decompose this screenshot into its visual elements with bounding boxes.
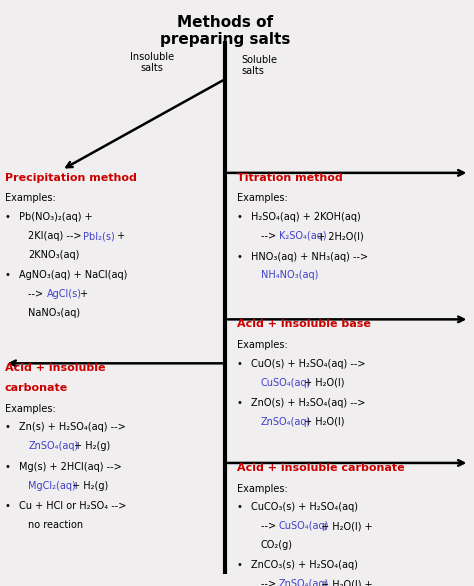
Text: •: • <box>5 462 10 472</box>
Text: Titration method: Titration method <box>237 173 343 183</box>
Text: +: + <box>77 289 88 299</box>
Text: -->: --> <box>28 289 47 299</box>
Text: NaNO₃(aq): NaNO₃(aq) <box>28 308 81 318</box>
Text: ZnCO₃(s) + H₂SO₄(aq): ZnCO₃(s) + H₂SO₄(aq) <box>251 560 358 570</box>
Text: + H₂O(l) +: + H₂O(l) + <box>318 521 372 531</box>
Text: Acid + insoluble: Acid + insoluble <box>5 363 105 373</box>
Text: •: • <box>237 502 243 512</box>
Text: no reaction: no reaction <box>28 520 83 530</box>
Text: CuCO₃(s) + H₂SO₄(aq): CuCO₃(s) + H₂SO₄(aq) <box>251 502 358 512</box>
Text: •: • <box>5 423 10 432</box>
Text: ZnO(s) + H₂SO₄(aq) -->: ZnO(s) + H₂SO₄(aq) --> <box>251 398 365 408</box>
Text: ZnSO₄(aq): ZnSO₄(aq) <box>261 417 311 427</box>
Text: ZnSO₄(aq): ZnSO₄(aq) <box>279 579 329 586</box>
Text: + H₂(g): + H₂(g) <box>69 481 108 490</box>
Text: Examples:: Examples: <box>237 193 288 203</box>
Text: CuO(s) + H₂SO₄(aq) -->: CuO(s) + H₂SO₄(aq) --> <box>251 359 366 369</box>
Text: CuSO₄(aq): CuSO₄(aq) <box>279 521 329 531</box>
Text: Examples:: Examples: <box>237 483 288 493</box>
Text: Examples:: Examples: <box>237 340 288 350</box>
Text: -->: --> <box>261 579 279 586</box>
Text: •: • <box>237 398 243 408</box>
Text: 2KNO₃(aq): 2KNO₃(aq) <box>28 250 80 260</box>
Text: Zn(s) + H₂SO₄(aq) -->: Zn(s) + H₂SO₄(aq) --> <box>19 423 126 432</box>
Text: Acid + insoluble base: Acid + insoluble base <box>237 319 371 329</box>
Text: CuSO₄(aq): CuSO₄(aq) <box>261 377 311 387</box>
Text: H₂SO₄(aq) + 2KOH(aq): H₂SO₄(aq) + 2KOH(aq) <box>251 212 361 222</box>
Text: Methods of
preparing salts: Methods of preparing salts <box>160 15 291 47</box>
Text: •: • <box>5 212 10 222</box>
Text: Pb(NO₃)₂(aq) +: Pb(NO₃)₂(aq) + <box>19 212 92 222</box>
Text: + H₂O(l) +: + H₂O(l) + <box>318 579 372 586</box>
Text: PbI₂(s): PbI₂(s) <box>83 231 115 241</box>
Text: AgNO₃(aq) + NaCl(aq): AgNO₃(aq) + NaCl(aq) <box>19 270 128 280</box>
Text: + H₂O(l): + H₂O(l) <box>301 377 345 387</box>
Text: CO₂(g): CO₂(g) <box>261 540 293 550</box>
Text: Cu + HCl or H₂SO₄ -->: Cu + HCl or H₂SO₄ --> <box>19 501 127 511</box>
Text: Insoluble
salts: Insoluble salts <box>129 52 174 73</box>
Text: +: + <box>114 231 125 241</box>
Text: 2KI(aq) -->: 2KI(aq) --> <box>28 231 85 241</box>
Text: K₂SO₄(aq): K₂SO₄(aq) <box>279 231 326 241</box>
Text: Mg(s) + 2HCl(aq) -->: Mg(s) + 2HCl(aq) --> <box>19 462 122 472</box>
Text: NH₄NO₃(aq): NH₄NO₃(aq) <box>261 270 318 280</box>
Text: •: • <box>237 212 243 222</box>
Text: Examples:: Examples: <box>5 193 55 203</box>
Text: + H₂O(l): + H₂O(l) <box>301 417 345 427</box>
Text: Precipitation method: Precipitation method <box>5 173 137 183</box>
Text: AgCl(s): AgCl(s) <box>46 289 82 299</box>
Text: •: • <box>237 359 243 369</box>
Text: •: • <box>5 270 10 280</box>
Text: ZnSO₄(aq): ZnSO₄(aq) <box>28 441 79 451</box>
Text: Examples:: Examples: <box>5 404 55 414</box>
Text: + H₂(g): + H₂(g) <box>71 441 110 451</box>
Text: •: • <box>237 251 243 261</box>
Text: Acid + insoluble carbonate: Acid + insoluble carbonate <box>237 463 405 473</box>
Text: MgCl₂(aq): MgCl₂(aq) <box>28 481 76 490</box>
Text: •: • <box>237 560 243 570</box>
Text: Soluble
salts: Soluble salts <box>242 54 278 76</box>
Text: carbonate: carbonate <box>5 383 68 393</box>
Text: •: • <box>5 501 10 511</box>
Text: -->: --> <box>261 521 279 531</box>
Text: -->: --> <box>261 231 279 241</box>
Text: HNO₃(aq) + NH₃(aq) -->: HNO₃(aq) + NH₃(aq) --> <box>251 251 368 261</box>
Text: + 2H₂O(l): + 2H₂O(l) <box>314 231 364 241</box>
